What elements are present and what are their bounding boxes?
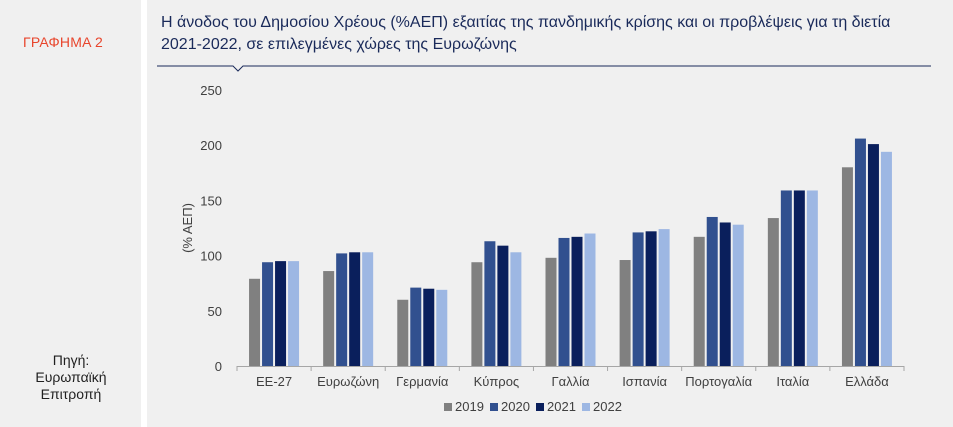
bar-2021-3 (497, 245, 509, 366)
bar-2022-6 (732, 224, 744, 366)
x-tick-label: Γαλλία (551, 374, 590, 389)
x-tick-label: Ευρωζώνη (317, 374, 379, 389)
x-tick-label: Γερμανία (396, 374, 449, 389)
bar-2022-7 (806, 190, 818, 366)
legend-label-2019: 2019 (455, 399, 484, 414)
x-tick-label: Ιταλία (776, 374, 809, 389)
x-tick-label: Πορτογαλία (685, 374, 752, 389)
bar-2020-5 (632, 232, 644, 366)
bar-2020-4 (558, 237, 570, 366)
bar-2021-7 (793, 190, 805, 366)
legend-swatch-2019 (444, 403, 452, 411)
source-note: Πηγή: Ευρωπαϊκή Επιτροπή (14, 352, 128, 403)
legend-label-2022: 2022 (593, 399, 622, 414)
y-tick-label: 100 (200, 249, 222, 264)
bar-2021-1 (349, 252, 361, 366)
chart-title-line-2: 2021-2022, σε επιλεγμένες χώρες της Ευρω… (161, 36, 517, 53)
bar-2021-8 (867, 144, 879, 366)
y-tick-label: 150 (200, 193, 222, 208)
bar-2022-5 (658, 229, 670, 366)
bar-2022-4 (584, 233, 596, 366)
bar-2022-0 (288, 261, 300, 366)
bar-2019-2 (397, 299, 409, 366)
y-tick-label: 250 (200, 83, 222, 98)
source-name: Ευρωπαϊκή Επιτροπή (35, 369, 107, 402)
bar-2019-8 (841, 167, 853, 366)
chart-title: Η άνοδος του Δημοσίου Χρέους (%ΑΕΠ) εξαι… (161, 12, 941, 56)
bar-2022-1 (362, 252, 374, 366)
bar-2019-6 (693, 236, 705, 366)
bar-2019-4 (545, 257, 557, 366)
chart-title-line-1: Η άνοδος του Δημοσίου Χρέους (%ΑΕΠ) εξαι… (161, 14, 891, 31)
bar-2019-0 (249, 278, 261, 366)
bar-2019-3 (471, 262, 483, 366)
legend-label-2021: 2021 (547, 399, 576, 414)
bar-2022-3 (510, 252, 522, 366)
bar-2019-1 (323, 271, 335, 366)
source-label: Πηγή: (52, 352, 90, 368)
bar-2020-1 (336, 253, 348, 366)
x-tick-label: ΕΕ-27 (256, 374, 292, 389)
legend-swatch-2021 (536, 403, 544, 411)
bar-2021-6 (719, 222, 731, 366)
bar-2021-0 (275, 261, 287, 366)
bar-2021-4 (571, 236, 583, 366)
bar-2019-7 (767, 218, 779, 366)
bar-2020-7 (780, 190, 792, 366)
bar-2020-8 (854, 138, 866, 366)
y-tick-label: 50 (208, 304, 222, 319)
figure-label: ΓΡΑΦΗΜΑ 2 (23, 34, 103, 50)
x-tick-label: Κύπρος (474, 374, 520, 389)
bar-2021-2 (423, 288, 435, 366)
bar-2019-5 (619, 260, 631, 366)
legend-swatch-2020 (490, 403, 498, 411)
left-panel: ΓΡΑΦΗΜΑ 2 Πηγή: Ευρωπαϊκή Επιτροπή (0, 0, 141, 427)
bar-2020-6 (706, 216, 718, 366)
y-tick-label: 200 (200, 138, 222, 153)
bar-2022-8 (880, 151, 892, 366)
bar-2020-0 (262, 262, 274, 366)
bar-2020-2 (410, 287, 422, 366)
bar-2021-5 (645, 231, 657, 366)
y-tick-label: 0 (215, 359, 222, 374)
bar-2022-2 (436, 289, 448, 366)
x-tick-label: Ισπανία (622, 374, 667, 389)
x-tick-label: Ελλάδα (845, 374, 889, 389)
bar-2020-3 (484, 241, 496, 366)
title-underline (157, 65, 931, 72)
legend-swatch-2022 (582, 403, 590, 411)
y-axis-title: (% ΑΕΠ) (180, 203, 195, 253)
legend-label-2020: 2020 (501, 399, 530, 414)
